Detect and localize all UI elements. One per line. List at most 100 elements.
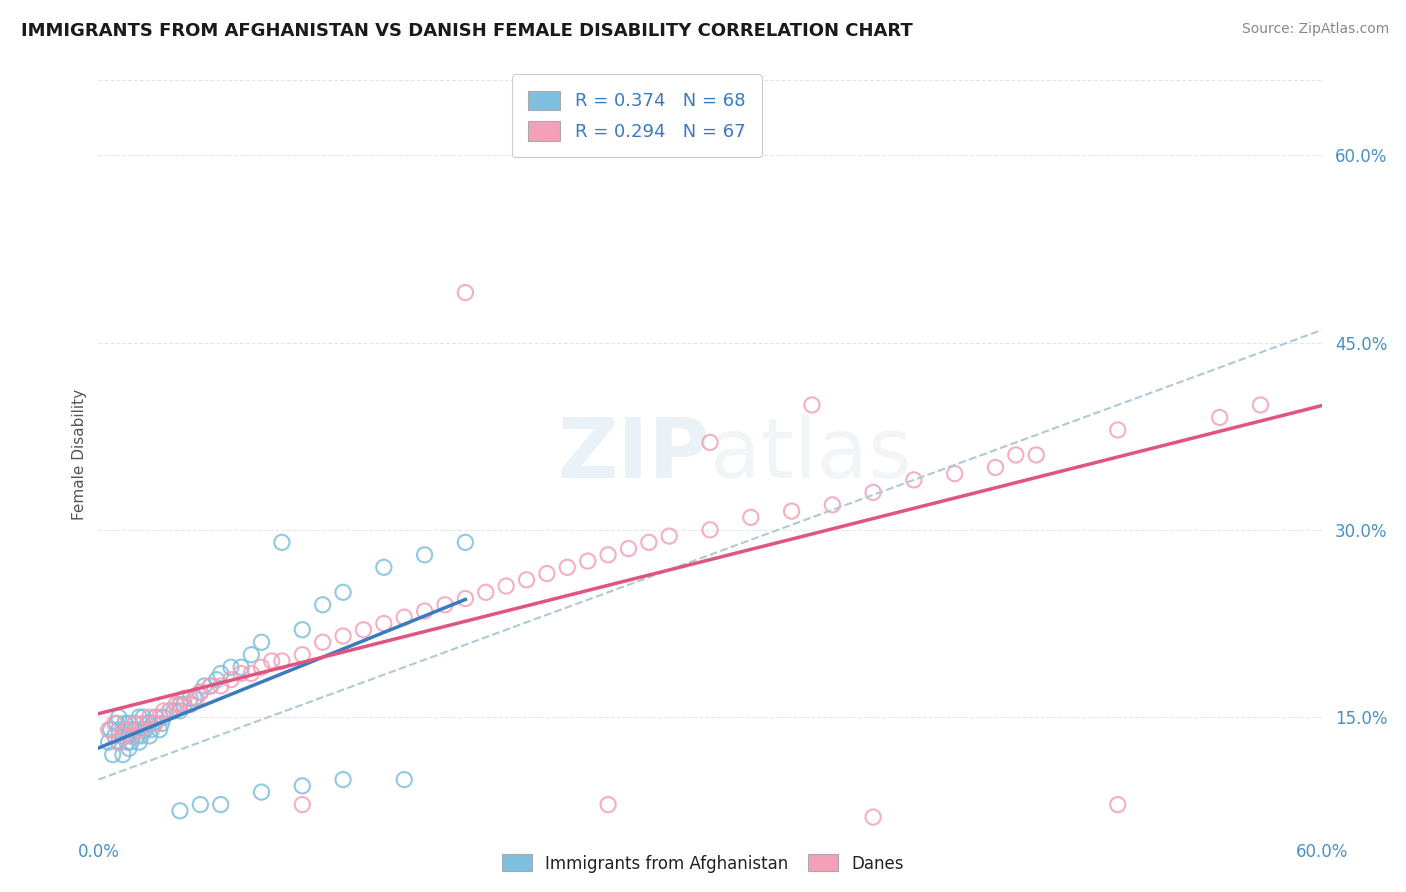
Point — [373, 560, 395, 574]
Point — [104, 729, 127, 743]
Point — [270, 535, 294, 549]
Point — [740, 510, 762, 524]
Point — [152, 704, 174, 718]
Point — [169, 698, 191, 712]
Point — [200, 679, 222, 693]
Point — [699, 523, 721, 537]
Text: ZIP: ZIP — [558, 415, 710, 495]
Point — [132, 710, 155, 724]
Point — [136, 716, 159, 731]
Point — [434, 598, 457, 612]
Point — [120, 729, 142, 743]
Point — [169, 698, 191, 712]
Point — [100, 723, 122, 737]
Point — [118, 716, 141, 731]
Point — [141, 723, 163, 737]
Point — [179, 691, 201, 706]
Point — [122, 729, 145, 743]
Point — [165, 698, 187, 712]
Point — [169, 704, 191, 718]
Point — [209, 797, 232, 812]
Point — [132, 716, 155, 731]
Point — [617, 541, 640, 556]
Point — [1107, 797, 1129, 812]
Point — [1107, 423, 1129, 437]
Point — [209, 679, 232, 693]
Point — [134, 723, 156, 737]
Point — [943, 467, 966, 481]
Point — [270, 654, 294, 668]
Point — [97, 723, 120, 737]
Point — [516, 573, 538, 587]
Point — [240, 648, 263, 662]
Point — [120, 735, 142, 749]
Point — [97, 735, 120, 749]
Point — [637, 535, 661, 549]
Point — [101, 747, 124, 762]
Point — [169, 804, 191, 818]
Point — [291, 623, 314, 637]
Point — [903, 473, 925, 487]
Point — [454, 535, 477, 549]
Point — [780, 504, 803, 518]
Point — [413, 604, 436, 618]
Point — [260, 654, 283, 668]
Point — [124, 723, 146, 737]
Point — [231, 666, 253, 681]
Point — [250, 660, 273, 674]
Point — [984, 460, 1007, 475]
Point — [120, 723, 142, 737]
Point — [454, 591, 477, 606]
Point — [118, 729, 141, 743]
Point — [173, 698, 195, 712]
Point — [138, 729, 160, 743]
Point — [128, 723, 150, 737]
Point — [495, 579, 517, 593]
Point — [219, 660, 242, 674]
Point — [104, 716, 127, 731]
Point — [186, 691, 208, 706]
Point — [124, 716, 146, 731]
Point — [115, 723, 138, 737]
Point — [312, 635, 335, 649]
Text: Source: ZipAtlas.com: Source: ZipAtlas.com — [1241, 22, 1389, 37]
Point — [173, 691, 195, 706]
Point — [821, 498, 844, 512]
Point — [231, 660, 253, 674]
Point — [699, 435, 721, 450]
Point — [142, 716, 165, 731]
Point — [128, 735, 150, 749]
Point — [862, 485, 884, 500]
Point — [179, 698, 201, 712]
Point — [801, 398, 824, 412]
Point — [105, 716, 128, 731]
Point — [332, 585, 354, 599]
Legend: R = 0.374   N = 68, R = 0.294   N = 67: R = 0.374 N = 68, R = 0.294 N = 67 — [512, 74, 762, 157]
Text: IMMIGRANTS FROM AFGHANISTAN VS DANISH FEMALE DISABILITY CORRELATION CHART: IMMIGRANTS FROM AFGHANISTAN VS DANISH FE… — [21, 22, 912, 40]
Point — [188, 685, 212, 699]
Point — [138, 710, 160, 724]
Point — [111, 747, 134, 762]
Point — [1209, 410, 1232, 425]
Point — [108, 710, 131, 724]
Point — [598, 797, 620, 812]
Point — [145, 716, 167, 731]
Point — [576, 554, 599, 568]
Point — [129, 729, 152, 743]
Point — [332, 629, 354, 643]
Point — [127, 729, 149, 743]
Point — [205, 673, 228, 687]
Point — [373, 616, 395, 631]
Point — [209, 666, 232, 681]
Point — [219, 673, 242, 687]
Point — [250, 785, 273, 799]
Point — [128, 710, 150, 724]
Point — [149, 723, 172, 737]
Point — [332, 772, 354, 787]
Point — [108, 735, 131, 749]
Point — [115, 735, 138, 749]
Point — [138, 716, 160, 731]
Point — [291, 797, 314, 812]
Point — [1025, 448, 1047, 462]
Point — [111, 729, 134, 743]
